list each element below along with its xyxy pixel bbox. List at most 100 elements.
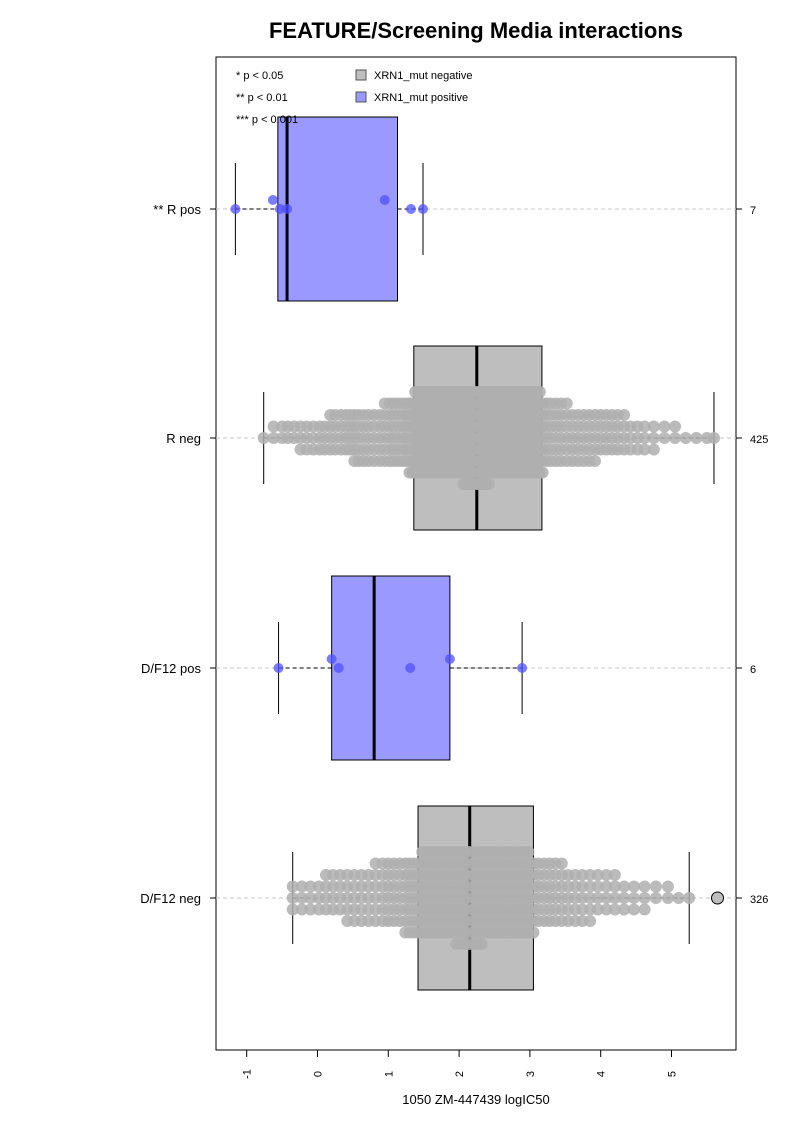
data-point <box>533 386 546 398</box>
data-point <box>286 903 299 916</box>
data-point <box>600 903 613 916</box>
data-point <box>527 926 540 939</box>
data-point <box>638 892 651 904</box>
outlier-point <box>711 891 725 905</box>
data-point <box>517 663 528 673</box>
x-tick-label: 3 <box>525 1071 537 1077</box>
data-point <box>658 432 671 444</box>
data-point <box>618 880 631 893</box>
data-point <box>608 903 621 916</box>
group-label: D/F12 neg <box>140 891 201 906</box>
group-labels: ** R pos 7 R neg 425 D/F12 pos 6 D/F12 neg 326 <box>140 202 768 906</box>
x-tick-label: 5 <box>667 1071 679 1077</box>
data-point <box>647 443 660 456</box>
group-label: ** R pos <box>153 202 201 217</box>
data-point <box>600 880 613 893</box>
group-count: 7 <box>750 205 756 217</box>
data-point <box>618 409 631 421</box>
data-point <box>257 432 270 444</box>
data-point <box>304 903 317 916</box>
data-point <box>661 892 674 904</box>
group-count: 425 <box>750 434 768 446</box>
data-point <box>600 892 613 904</box>
data-point <box>536 466 549 479</box>
data-point <box>649 892 662 904</box>
data-point <box>333 663 344 673</box>
data-point <box>669 432 682 444</box>
data-point <box>679 432 692 444</box>
plot-frame <box>215 56 737 1051</box>
grid-lines <box>216 208 736 899</box>
data-point <box>661 880 674 893</box>
data-point <box>482 478 495 490</box>
data-point <box>638 432 651 444</box>
data-point <box>627 892 640 904</box>
data-point <box>475 938 488 950</box>
box <box>277 116 399 302</box>
x-tick-label: 0 <box>313 1071 325 1077</box>
data-point <box>405 663 416 673</box>
data-point <box>304 880 317 893</box>
data-point <box>295 880 308 893</box>
data-point <box>522 846 535 858</box>
data-point <box>647 432 660 444</box>
legend: * p < 0.05 ** p < 0.01 *** p < 0.001 XRN1_m… <box>236 69 472 126</box>
x-tick-label: 2 <box>454 1071 466 1077</box>
data-point <box>638 443 651 456</box>
significance-note: ** p < 0.01 <box>236 92 288 104</box>
data-point <box>638 420 651 433</box>
data-point <box>683 892 696 904</box>
group-count: 6 <box>750 664 756 676</box>
data-point <box>295 892 308 904</box>
data-point <box>444 654 455 664</box>
data-point <box>282 204 293 214</box>
legend-swatch <box>355 69 367 81</box>
significance-note: *** p < 0.001 <box>236 114 298 126</box>
data-point <box>608 892 621 904</box>
x-tick-label: -1 <box>242 1069 254 1079</box>
data-point <box>658 420 671 433</box>
data-point <box>618 903 631 916</box>
legend-label: XRN1_mut positive <box>374 92 468 104</box>
data-point <box>669 420 682 433</box>
data-point <box>304 892 317 904</box>
data-point <box>555 857 568 870</box>
data-point <box>230 204 241 214</box>
significance-note: * p < 0.05 <box>236 70 283 82</box>
x-axis-label: 1050 ZM-447439 logIC50 <box>402 1092 549 1107</box>
data-point <box>690 432 703 444</box>
data-point <box>267 420 280 433</box>
data-point <box>591 892 604 904</box>
data-point <box>326 654 337 664</box>
x-tick-label: 1 <box>383 1071 395 1077</box>
data-point <box>649 880 662 893</box>
data-point <box>286 880 299 893</box>
data-point <box>608 880 621 893</box>
data-point <box>273 663 284 673</box>
x-tick-label: 4 <box>596 1071 608 1077</box>
data-points <box>230 195 725 950</box>
data-point <box>638 903 651 916</box>
data-point <box>589 455 602 467</box>
data-point <box>627 903 640 916</box>
data-point <box>417 204 428 214</box>
box <box>331 575 451 761</box>
group-label: R neg <box>166 431 201 446</box>
data-point <box>618 892 631 904</box>
data-point <box>274 204 285 214</box>
x-axis: -1 0 1 2 3 4 5 <box>242 1050 679 1079</box>
data-point <box>405 204 416 214</box>
data-point <box>584 915 597 927</box>
data-point <box>608 869 621 881</box>
group-count: 326 <box>750 894 768 906</box>
data-point <box>295 903 308 916</box>
legend-label: XRN1_mut negative <box>374 70 472 82</box>
data-point <box>600 869 613 881</box>
data-point <box>591 903 604 916</box>
legend-swatch <box>355 91 367 103</box>
data-point <box>267 195 278 205</box>
data-point <box>647 420 660 433</box>
data-point <box>591 869 604 881</box>
chart-title: FEATURE/Screening Media interactions <box>269 18 683 43</box>
